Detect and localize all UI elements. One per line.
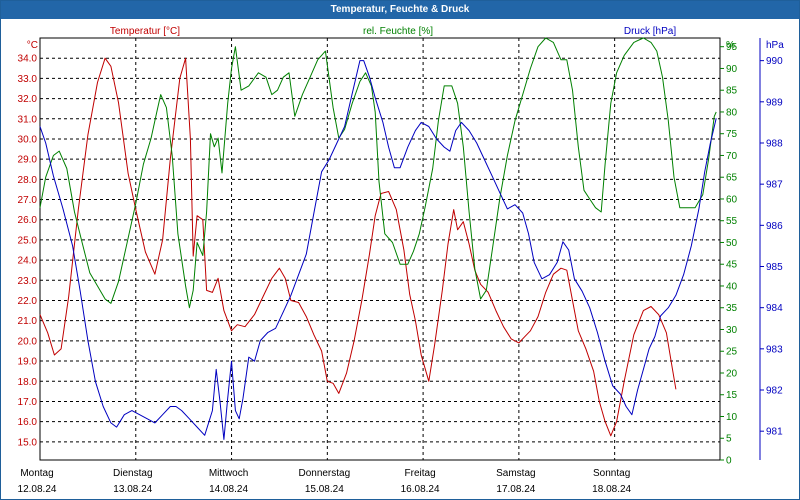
hum-tick-label: 80	[726, 107, 738, 118]
hum-tick-label: 60	[726, 194, 738, 205]
hum-tick-label: 40	[726, 281, 738, 292]
date-label: 17.08.24	[496, 484, 535, 495]
axes	[39, 37, 764, 461]
day-label: Donnerstag	[298, 468, 350, 479]
temp-tick-label: 27.0	[18, 195, 38, 206]
hum-tick-label: 35	[726, 303, 738, 314]
date-label: 18.08.24	[592, 484, 631, 495]
temp-unit-label: °C	[27, 40, 38, 51]
chart-title: Temperatur, Feuchte & Druck	[1, 1, 799, 19]
day-label: Sonntag	[593, 468, 630, 479]
temp-series-line	[39, 57, 677, 437]
hum-tick-label: 85	[726, 86, 738, 97]
date-label: 12.08.24	[18, 484, 57, 495]
hum-tick-label: 0	[726, 456, 732, 467]
date-label: 14.08.24	[209, 484, 248, 495]
day-label: Freitag	[405, 468, 436, 479]
hum-tick-label: 70	[726, 151, 738, 162]
temp-tick-label: 29.0	[18, 155, 38, 166]
press-tick-label: 984	[766, 303, 783, 314]
temp-tick-label: 18.0	[18, 377, 38, 388]
temp-tick-label: 15.0	[18, 437, 38, 448]
hum-tick-label: 15	[726, 390, 738, 401]
date-label: 16.08.24	[401, 484, 440, 495]
press-tick-label: 982	[766, 386, 783, 397]
axis-labels: 15.0 16.0 17.0 18.0 19.0 20.0 21.0 22.0 23.0 24.0…	[18, 26, 785, 495]
hum-tick-label: 95	[726, 42, 738, 53]
date-label: 15.08.24	[305, 484, 344, 495]
temp-tick-label: 23.0	[18, 276, 38, 287]
press-tick-label: 988	[766, 138, 783, 149]
date-label: 13.08.24	[113, 484, 152, 495]
hum-series-label: rel. Feuchte [%]	[363, 26, 433, 37]
day-label: Montag	[20, 468, 53, 479]
temp-tick-label: 16.0	[18, 417, 38, 428]
temp-series-label: Temperatur [°C]	[110, 26, 180, 37]
hum-tick-label: 5	[726, 434, 732, 445]
press-tick-label: 986	[766, 221, 783, 232]
temp-tick-label: 30.0	[18, 134, 38, 145]
series-lines	[39, 37, 717, 440]
temp-tick-label: 31.0	[18, 114, 38, 125]
hum-tick-label: 65	[726, 173, 738, 184]
press-tick-label: 987	[766, 180, 783, 191]
press-tick-label: 989	[766, 97, 783, 108]
temp-tick-label: 24.0	[18, 256, 38, 267]
temp-tick-label: 21.0	[18, 316, 38, 327]
temp-tick-label: 32.0	[18, 94, 38, 105]
press-series-label: Druck [hPa]	[624, 26, 676, 37]
press-unit-label: hPa	[766, 40, 784, 51]
hum-unit-label: %	[726, 40, 735, 51]
grid-lines	[40, 38, 720, 460]
hum-tick-label: 50	[726, 238, 738, 249]
hum-tick-label: 45	[726, 260, 738, 271]
temp-tick-label: 26.0	[18, 215, 38, 226]
temp-tick-label: 34.0	[18, 54, 38, 65]
hum-tick-label: 75	[726, 129, 738, 140]
temp-tick-label: 28.0	[18, 175, 38, 186]
hum-tick-label: 10	[726, 412, 738, 423]
day-label: Mittwoch	[209, 468, 248, 479]
temp-tick-label: 33.0	[18, 74, 38, 85]
temp-tick-label: 20.0	[18, 336, 38, 347]
press-series-line	[39, 60, 717, 440]
hum-tick-label: 25	[726, 347, 738, 358]
hum-series-line	[39, 37, 717, 309]
hum-tick-label: 90	[726, 64, 738, 75]
temp-tick-label: 17.0	[18, 397, 38, 408]
plot-frame	[39, 37, 721, 461]
press-tick-label: 983	[766, 344, 783, 355]
temp-tick-label: 19.0	[18, 357, 38, 368]
hum-tick-label: 30	[726, 325, 738, 336]
day-label: Samstag	[496, 468, 535, 479]
temp-tick-label: 25.0	[18, 235, 38, 246]
press-tick-label: 990	[766, 56, 783, 67]
day-label: Dienstag	[113, 468, 152, 479]
hum-tick-label: 20	[726, 368, 738, 379]
temp-tick-label: 22.0	[18, 296, 38, 307]
press-tick-label: 981	[766, 427, 783, 438]
hum-tick-label: 55	[726, 216, 738, 227]
press-tick-label: 985	[766, 262, 783, 273]
